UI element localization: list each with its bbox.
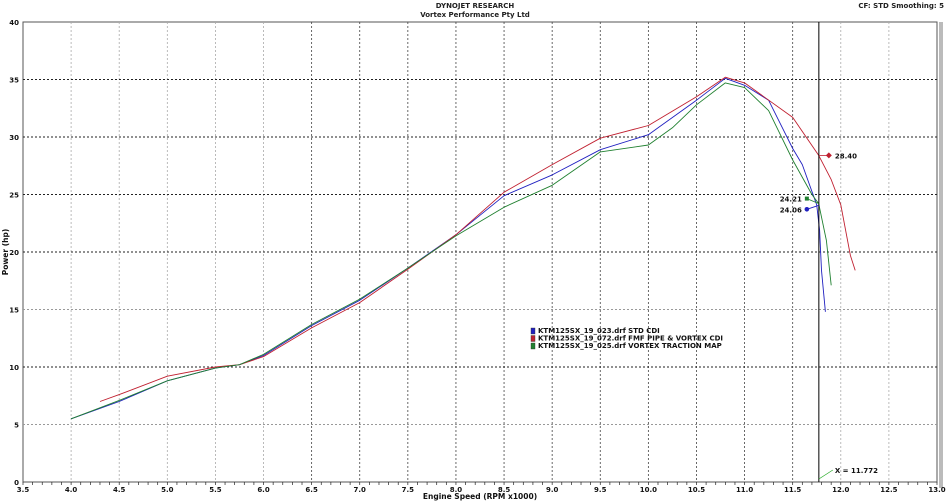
x-axis-label: Engine Speed (RPM x1000) <box>423 492 537 501</box>
x-tick-label: 4.0 <box>65 486 78 494</box>
x-tick-label: 5.5 <box>209 486 222 494</box>
x-tick-label: 10.5 <box>688 486 705 494</box>
x-tick-label: 5.0 <box>161 486 174 494</box>
series-line-3 <box>70 82 832 420</box>
chart-header-title: DYNOJET RESEARCH <box>435 2 515 10</box>
y-tick-label: 5 <box>14 422 19 430</box>
chart-header-subtitle: Vortex Performance Pty Ltd <box>420 11 530 19</box>
x-tick-label: 7.5 <box>402 486 415 494</box>
cursor-value-marker <box>804 207 810 212</box>
y-axis-label: Power (hp) <box>1 229 10 276</box>
legend-swatch <box>530 335 536 342</box>
y-tick-label: 0 <box>14 479 19 487</box>
settings-readout: CF: STD Smoothing: 5 <box>858 2 944 10</box>
cursor-value-marker <box>825 152 832 159</box>
x-tick-label: 3.5 <box>17 486 30 494</box>
y-tick-label: 40 <box>9 19 19 27</box>
y-tick-label: 25 <box>9 192 19 200</box>
cursor-value-label: 28.40 <box>835 152 857 160</box>
x-tick-label: 6.0 <box>257 486 270 494</box>
x-tick-label: 9.0 <box>546 486 559 494</box>
legend-swatch <box>530 342 536 350</box>
legend-entry: KTM125SX_19_023.drf STD CDI <box>538 327 660 335</box>
x-tick-label: 8.0 <box>450 486 463 494</box>
x-tick-label: 8.5 <box>498 486 511 494</box>
cursor-value-label: 24.06 <box>780 206 802 214</box>
cursor-value-label: 24.21 <box>780 196 802 204</box>
y-tick-label: 15 <box>9 307 19 315</box>
legend-entry: KTM125SX_19_025.drf VORTEX TRACTION MAP <box>538 342 722 350</box>
x-tick-label: 7.0 <box>354 486 367 494</box>
legend-swatch <box>530 327 536 335</box>
x-tick-label: 12.5 <box>880 486 897 494</box>
x-tick-label: 12.0 <box>832 486 849 494</box>
x-tick-label: 11.5 <box>784 486 801 494</box>
x-tick-label: 11.0 <box>736 486 753 494</box>
cursor-label: X = 11.772 <box>835 467 878 475</box>
legend-entry: KTM125SX_19_072.drf FMF PIPE & VORTEX CD… <box>538 335 723 343</box>
right-scroll-edge <box>939 22 943 488</box>
cursor-value-marker <box>804 196 809 201</box>
y-tick-label: 10 <box>9 364 19 372</box>
x-tick-label: 4.5 <box>113 486 126 494</box>
cursor-label-leader <box>818 469 834 480</box>
y-tick-label: 20 <box>9 249 19 257</box>
y-tick-label: 30 <box>9 134 19 142</box>
x-tick-label: 10.0 <box>640 486 657 494</box>
x-tick-label: 13.0 <box>928 486 945 494</box>
y-tick-label: 35 <box>9 77 19 85</box>
x-tick-label: 6.5 <box>305 486 318 494</box>
x-tick-label: 9.5 <box>594 486 607 494</box>
